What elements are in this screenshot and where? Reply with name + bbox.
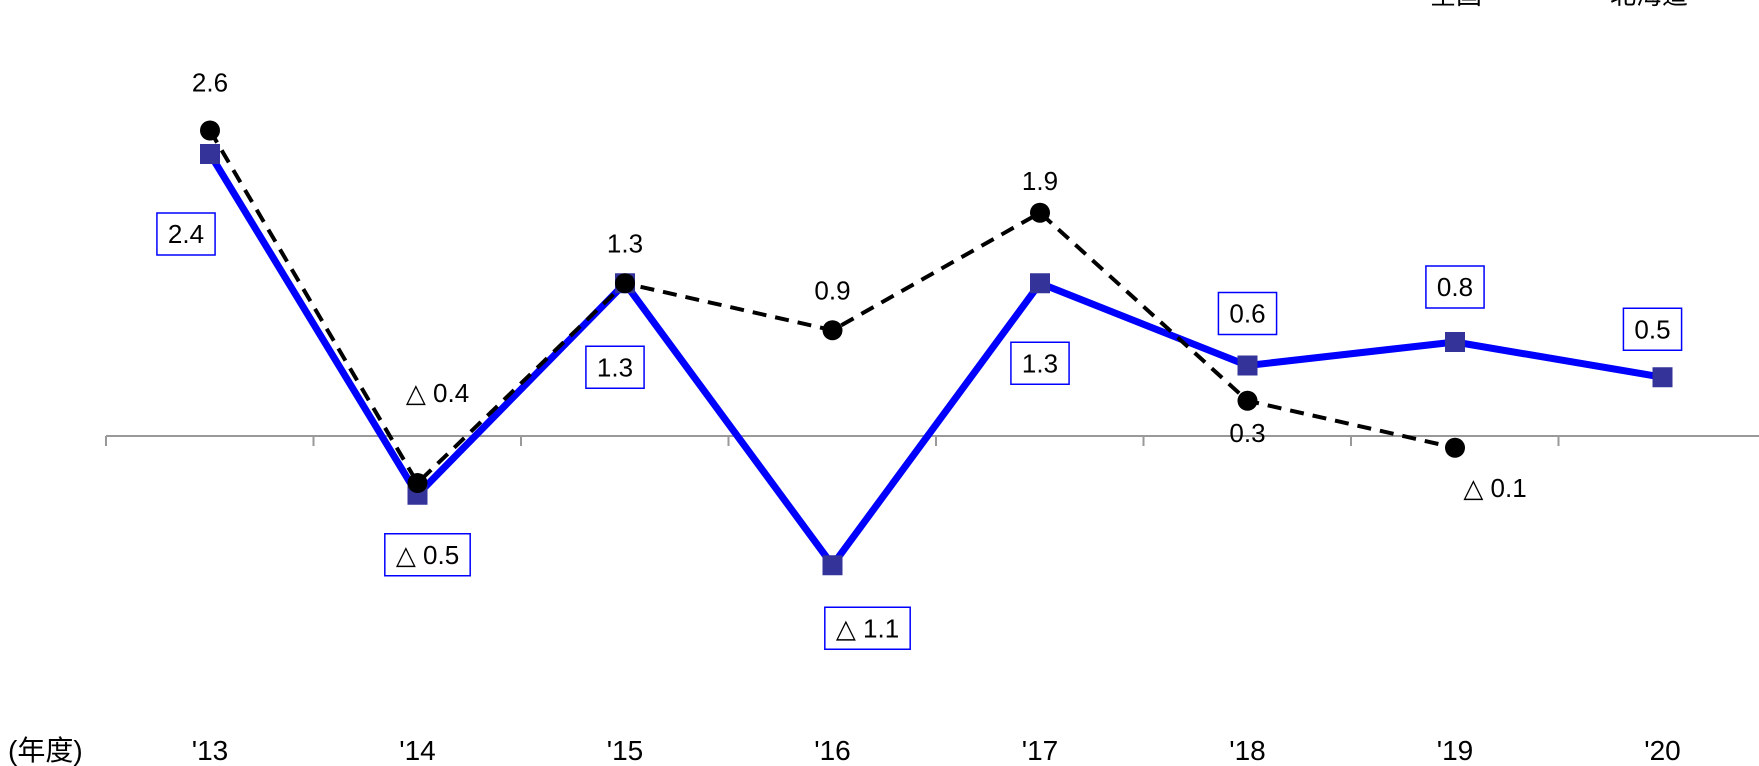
hokkaido-data-label-text: △ 0.5 [396, 540, 459, 570]
hokkaido-data-label-text: 0.5 [1634, 314, 1670, 344]
x-tick-label: '16 [814, 735, 851, 766]
hokkaido-marker [1237, 355, 1258, 376]
hokkaido-data-label: 1.3 [1010, 341, 1070, 385]
national-data-label: △ 0.4 [406, 378, 469, 408]
national-data-label: 0.9 [814, 275, 850, 305]
series-line-hokkaido [207, 152, 1664, 569]
x-tick-label: '17 [1022, 735, 1059, 766]
hokkaido-data-label-text: 2.4 [168, 219, 204, 249]
hokkaido-data-label-box [1010, 341, 1070, 385]
national-data-label: 2.6 [192, 68, 228, 98]
hokkaido-data-label-box [384, 533, 471, 577]
hokkaido-marker [1652, 367, 1673, 388]
legend-label-national: 全国 [1430, 0, 1482, 11]
national-marker [1237, 390, 1258, 411]
hokkaido-data-label-box [1217, 291, 1278, 336]
hokkaido-data-label-text: 1.3 [597, 352, 633, 382]
hokkaido-marker [822, 555, 843, 576]
x-tick-label: '13 [192, 735, 229, 766]
hokkaido-marker [1030, 273, 1050, 294]
national-data-label: 1.9 [1022, 166, 1058, 196]
national-marker [1445, 437, 1465, 458]
hokkaido-data-label: 2.4 [156, 212, 216, 256]
hokkaido-data-label-text: 1.3 [1022, 348, 1058, 378]
national-marker [822, 320, 843, 341]
national-data-label: 1.3 [607, 228, 643, 258]
x-tick-label: '14 [399, 735, 436, 766]
hokkaido-data-label: △ 1.1 [824, 606, 911, 650]
x-tick-label: '18 [1229, 735, 1266, 766]
x-tick-label: '15 [607, 735, 644, 766]
hokkaido-data-label: 0.5 [1622, 307, 1683, 351]
national-marker [615, 273, 635, 294]
hokkaido-data-label-text: 0.8 [1437, 272, 1473, 302]
national-marker [407, 473, 428, 493]
hokkaido-data-label-box [1622, 307, 1683, 351]
hokkaido-data-label-box [824, 606, 911, 650]
national-data-label: △ 0.1 [1463, 473, 1526, 503]
x-tick-label: '19 [1437, 735, 1474, 766]
hokkaido-data-label-box [156, 212, 216, 256]
hokkaido-data-label-box [585, 345, 645, 389]
national-data-label: 0.3 [1229, 418, 1265, 448]
hokkaido-data-label: 0.8 [1425, 265, 1485, 309]
hokkaido-data-label: 0.6 [1217, 291, 1278, 336]
legend-label-hokkaido: 北海道 [1610, 0, 1688, 11]
national-marker [1030, 202, 1050, 223]
hokkaido-data-label-box [1425, 265, 1485, 309]
national-marker [200, 120, 220, 141]
hokkaido-data-label-text: △ 1.1 [836, 613, 899, 643]
hokkaido-data-label: 1.3 [585, 345, 645, 389]
hokkaido-marker [200, 144, 220, 164]
x-axis-label: (年度) [8, 735, 83, 766]
hokkaido-data-label-text: 0.6 [1229, 299, 1265, 329]
x-tick-label: '20 [1644, 735, 1681, 766]
hokkaido-marker [1445, 332, 1465, 352]
hokkaido-data-label: △ 0.5 [384, 533, 471, 577]
legend: 全国 北海道 [1430, 0, 1688, 11]
